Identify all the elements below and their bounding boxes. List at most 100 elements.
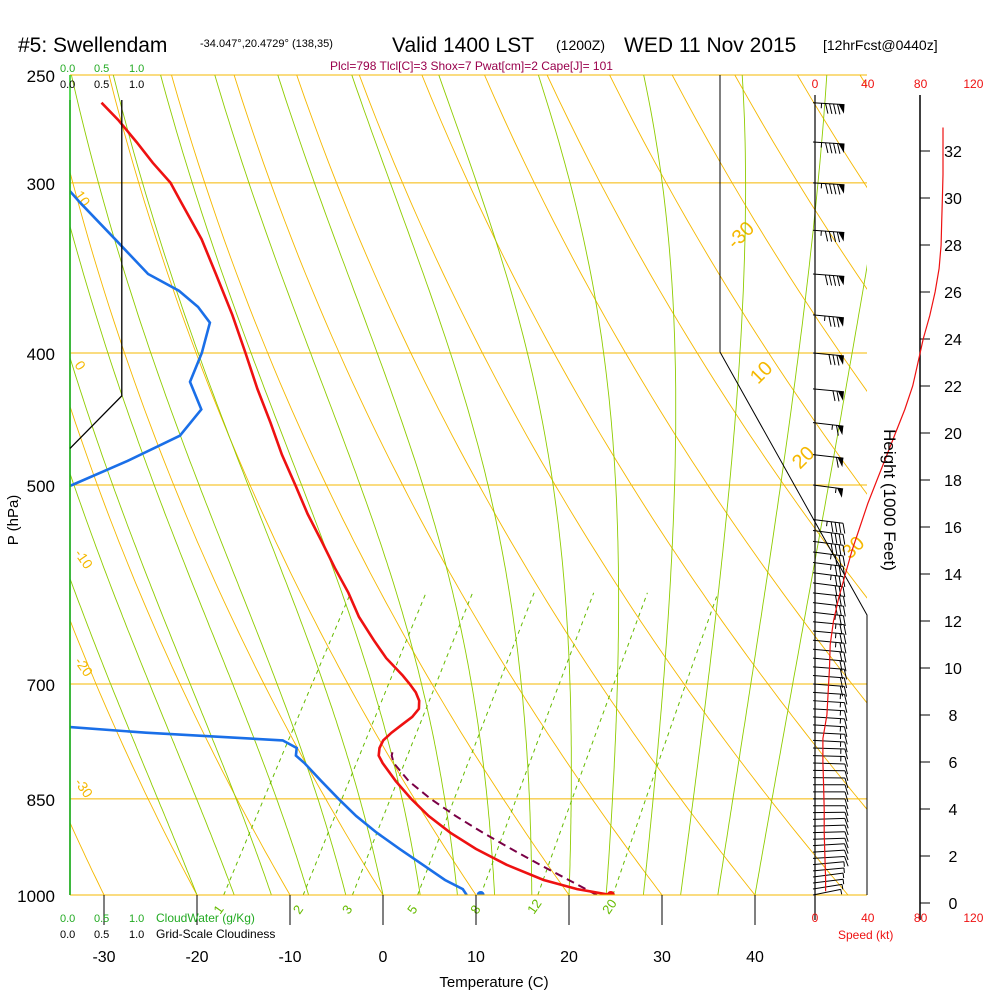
barb-flag [844,726,848,738]
adiabat-label-right: 30 [838,532,869,563]
cloudiness-tick-top-3: 1.0 [129,79,144,91]
wind-barb [812,817,849,829]
barb-shaft [812,551,844,557]
height-tick-0: 0 [949,896,958,913]
barb-flag [836,391,840,402]
wind-barb [812,777,849,789]
wind-barb [812,518,846,534]
temperature-axis: -30 -20 -10 0 10 20 30 40 [92,895,764,966]
barb-flag [844,702,848,713]
barb-flag [842,555,846,567]
barb-flag [839,685,844,697]
barb-shaft [812,831,845,834]
wind-barb [812,691,848,705]
barb-pennant [837,317,844,327]
barb-half-flag [842,879,845,885]
barb-shaft [812,855,845,859]
adiabat-label-left: -10 [72,546,97,572]
barb-shaft [812,732,845,735]
height-tick-10: 10 [944,661,962,678]
barb-shaft [812,666,845,670]
barb-flag [842,586,846,598]
barb-flag [837,104,841,115]
moist-adiabat [717,75,828,895]
wind-barb [812,141,845,154]
barb-shaft [812,630,844,635]
wind-barb [812,708,848,722]
speed-tick-bottom-80: 80 [914,911,928,925]
barb-flag [843,633,847,645]
barb-flag [836,275,841,287]
mixing-ratio-label: 3 [339,902,355,917]
height-tick-2: 2 [949,849,958,866]
speed-tick-top-120: 120 [963,77,983,91]
barb-flag [844,831,849,842]
x-tick-label--30: -30 [92,949,115,966]
mixing-ratio-label: 12 [524,896,545,916]
barb-flag [844,718,848,730]
barb-half-flag [840,889,843,895]
barb-flag [844,838,849,849]
zulu-time: (1200Z) [556,37,605,53]
pressure-tick-250: 250 [27,67,55,86]
wind-barb [812,811,849,823]
barb-flag [829,103,833,115]
barb-shaft [812,657,844,662]
wind-barb [812,861,845,867]
x-tick-label--20: -20 [185,949,208,966]
wind-barb [812,831,849,842]
barb-shaft [812,837,845,840]
barb-flag [838,533,842,545]
barb-flag [834,565,838,576]
barb-flag [839,660,843,671]
barb-flag [830,543,834,555]
barb-flag [836,231,841,243]
dry-adiabat [484,75,867,704]
wind-barb [812,849,849,861]
wind-barb [812,700,848,713]
barb-pennant [838,184,845,194]
barb-half-flag [830,554,832,560]
barb-flag [828,231,833,242]
height-tick-28: 28 [944,238,962,255]
barb-flag [844,824,849,836]
barb-shaft [812,314,844,319]
wind-barb [812,388,844,402]
moist-adiabat [537,75,620,895]
barb-flag [833,103,837,115]
cloudiness-label: Grid-Scale Cloudiness [156,927,275,941]
barb-flag [843,660,847,672]
barb-flag [842,534,846,545]
wind-barb [812,855,849,867]
barb-shaft [812,540,844,546]
barb-flag [838,576,842,587]
wind-barb [812,878,845,885]
mixing-ratio-label: 20 [599,896,620,916]
barb-flag [829,142,833,154]
barb-shaft [812,724,845,728]
wind-barb [812,352,844,366]
barb-flag [832,354,836,366]
wind-barb [812,551,846,567]
speed-tick-top-80: 80 [914,77,928,91]
wind-barb [812,843,849,854]
wind-barb [812,273,845,287]
barb-flag [834,585,838,597]
barb-flag [828,275,833,286]
cloudwater-tick-top-1: 0.0 [60,63,75,75]
barb-flag [834,522,838,533]
barb-half-flag [842,873,845,879]
barb-flag [843,686,848,697]
barb-flag [844,763,849,775]
height-tick-14: 14 [944,567,962,584]
dry-adiabat [108,75,477,895]
barb-shaft [812,708,845,712]
barb-flag [832,390,836,402]
barb-half-flag [826,521,828,527]
barb-shaft [812,700,845,704]
wind-barb [812,454,844,468]
height-tick-22: 22 [944,379,962,396]
barb-flag [839,668,844,680]
dry-adiabat [296,75,756,895]
barb-flag [825,103,829,114]
